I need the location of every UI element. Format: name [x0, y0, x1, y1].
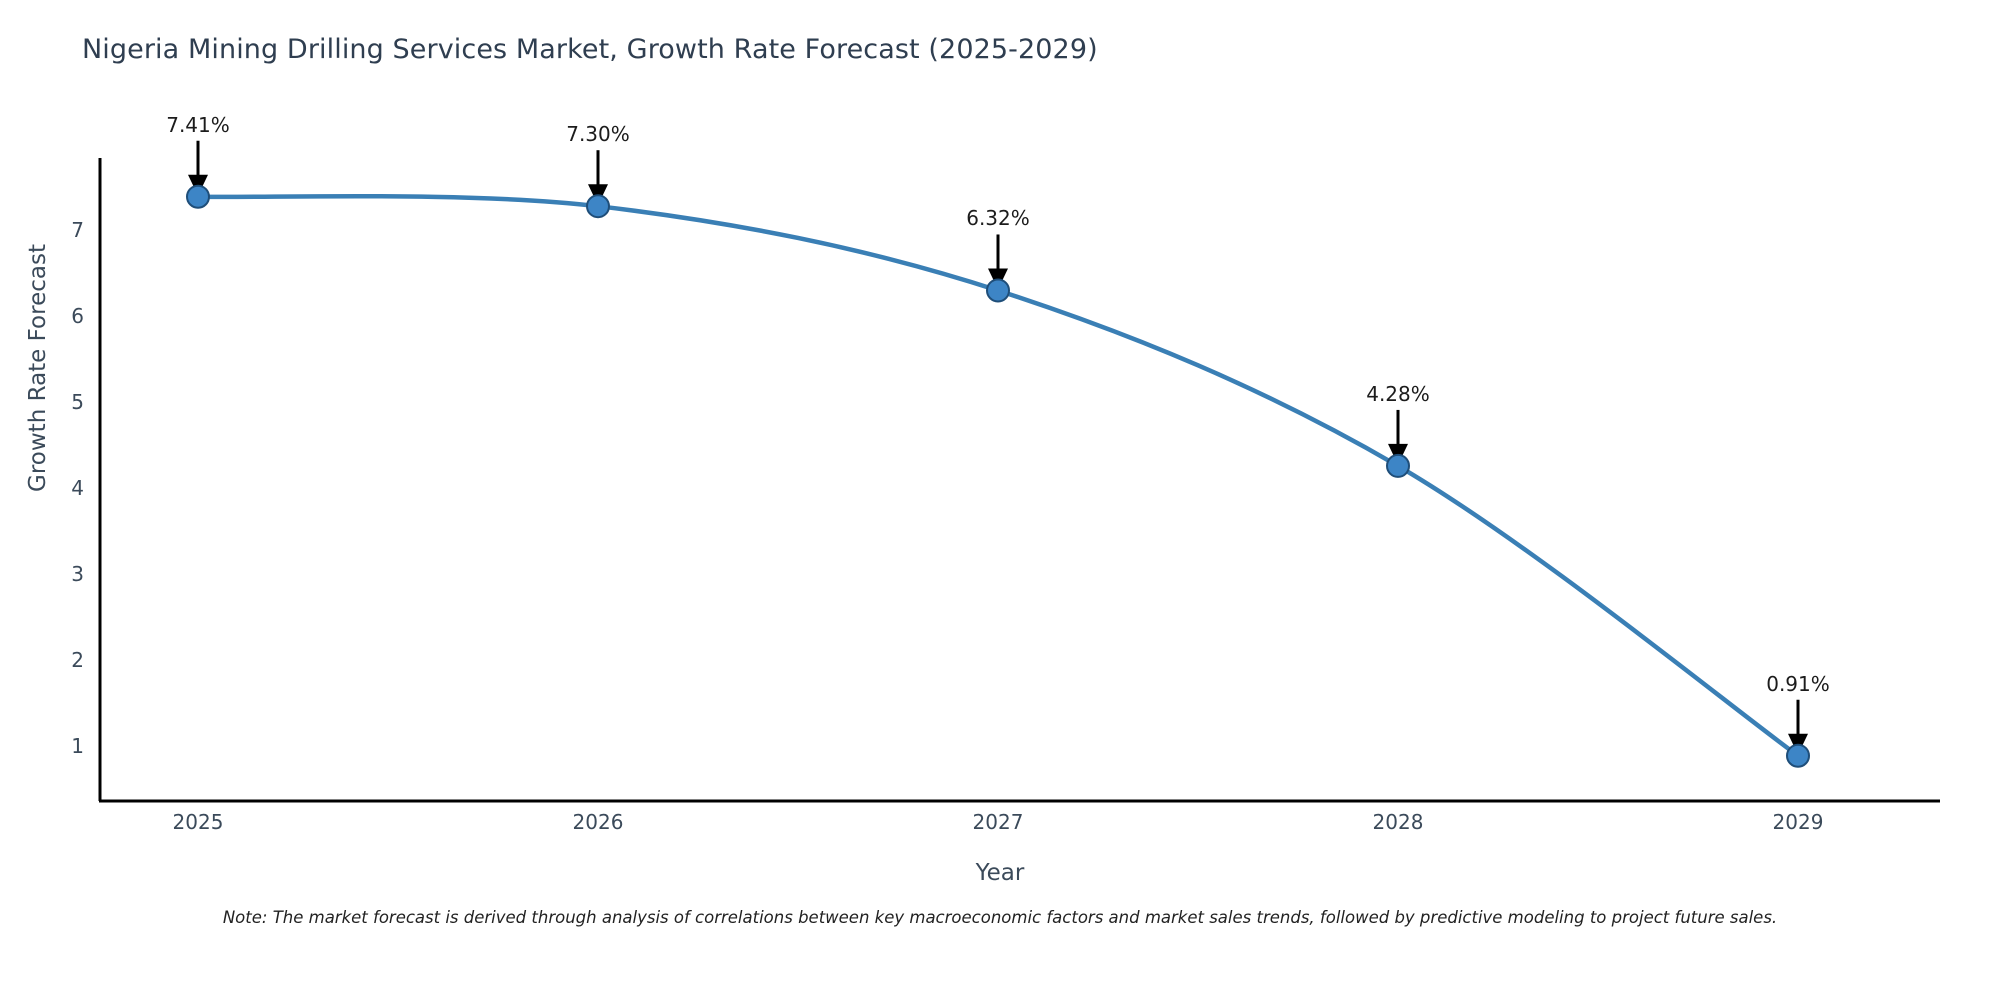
annotation-group — [188, 140, 1808, 755]
y-tick-label: 2 — [71, 648, 84, 672]
data-point-label: 0.91% — [1766, 671, 1830, 696]
y-tick-label: 7 — [71, 218, 84, 242]
chart-note: Note: The market forecast is derived thr… — [222, 908, 1778, 927]
x-tick-label: 2027 — [972, 810, 1024, 834]
chart-title: Nigeria Mining Drilling Services Market,… — [82, 34, 1098, 65]
data-point-marker[interactable] — [186, 184, 210, 209]
x-axis-title: Year — [975, 860, 1025, 886]
data-point-label: 4.28% — [1366, 381, 1430, 406]
data-point-label: 6.32% — [966, 206, 1030, 231]
data-point-label: 7.41% — [166, 112, 230, 137]
data-point-label: 7.30% — [566, 122, 630, 147]
data-point-marker[interactable] — [1786, 743, 1810, 768]
y-tick-label: 1 — [71, 734, 84, 758]
x-tick-label: 2028 — [1372, 810, 1424, 834]
y-tick-label: 5 — [71, 390, 84, 414]
marker-group — [186, 184, 1810, 768]
x-tick-label: 2025 — [172, 810, 224, 834]
x-tick-label: 2029 — [1772, 810, 1824, 834]
data-point-marker[interactable] — [586, 194, 610, 219]
y-tick-label: 4 — [71, 476, 84, 500]
data-point-marker[interactable] — [986, 278, 1010, 303]
y-tick-label: 6 — [71, 304, 84, 328]
data-point-marker[interactable] — [1386, 453, 1410, 478]
y-tick-label: 3 — [71, 562, 84, 586]
x-tick-label: 2026 — [572, 810, 624, 834]
y-axis-title: Growth Rate Forecast — [25, 244, 51, 492]
